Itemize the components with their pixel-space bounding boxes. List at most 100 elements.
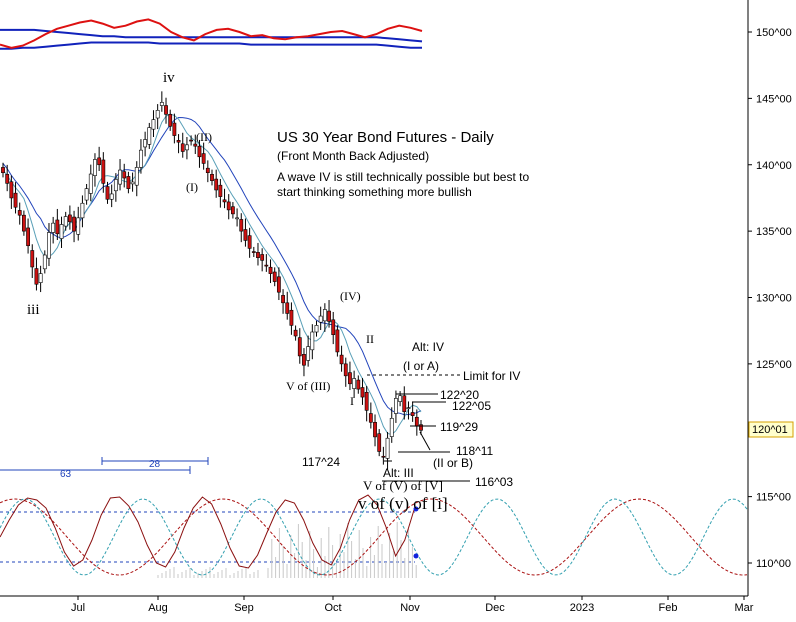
- candle: [327, 300, 331, 328]
- candle: [134, 161, 139, 197]
- candle: [63, 211, 68, 231]
- candle-body: [193, 143, 198, 147]
- candle: [368, 402, 373, 429]
- candle: [260, 248, 265, 272]
- candle: [226, 194, 231, 220]
- candle: [80, 195, 85, 228]
- candle: [21, 210, 26, 236]
- candle-body: [134, 167, 139, 186]
- candle-body: [63, 216, 68, 227]
- candle-body: [88, 173, 93, 194]
- chart-title: US 30 Year Bond Futures - Daily: [277, 129, 494, 146]
- note-line-1: A wave IV is still technically possible …: [277, 170, 529, 184]
- level-118-11-label: 118^11: [456, 444, 494, 458]
- candle: [410, 401, 415, 422]
- candle: [30, 244, 35, 278]
- candle-body: [67, 214, 72, 223]
- wave-label-alt-iv: Alt: IV: [412, 340, 444, 354]
- candle-body: [410, 412, 415, 416]
- level-117-24-label: 117^24: [302, 455, 340, 469]
- x-tick-label: Feb: [659, 602, 678, 614]
- candle-body: [151, 119, 156, 130]
- candle-body: [364, 391, 369, 411]
- candle: [302, 348, 306, 377]
- candle-body: [55, 219, 60, 235]
- candle: [76, 206, 81, 241]
- candle-body: [394, 398, 398, 414]
- candle: [297, 328, 302, 364]
- candle: [281, 289, 285, 314]
- candle-body: [226, 201, 231, 211]
- candle: [26, 218, 30, 254]
- level-119-29-label: 119^29: [440, 420, 478, 434]
- candle-body: [281, 295, 285, 304]
- candle-body: [21, 214, 26, 232]
- candle: [381, 446, 386, 465]
- candle-body: [235, 217, 239, 220]
- candle-body: [218, 184, 223, 197]
- candle: [276, 267, 281, 301]
- candle: [97, 146, 102, 171]
- candle-body: [51, 222, 56, 233]
- y-tick-label: 145^00: [756, 93, 792, 105]
- y-axis-ticks: 150^00 145^00 140^00 135^00 130^00 125^00 120^…: [748, 27, 792, 570]
- candle-body: [164, 105, 168, 115]
- candle-body: [381, 455, 386, 458]
- candle: [88, 164, 93, 202]
- candle-body: [389, 418, 394, 437]
- candle-body: [214, 178, 219, 191]
- candle: [402, 386, 407, 420]
- candle-body: [310, 331, 315, 351]
- candle: [130, 172, 135, 192]
- candle-body: [385, 437, 390, 459]
- candle: [364, 386, 369, 422]
- candle: [147, 122, 152, 149]
- candle-body: [276, 276, 281, 293]
- wave-label-v-of-i: v of (v) of [i]: [358, 494, 448, 513]
- candle: [126, 171, 131, 194]
- candle: [293, 325, 298, 341]
- candle: [84, 183, 89, 205]
- candle-body: [339, 354, 344, 365]
- candle: [419, 420, 423, 435]
- candle: [72, 210, 76, 243]
- candle-body: [189, 139, 194, 142]
- candle: [13, 182, 18, 214]
- candle-body: [130, 181, 135, 185]
- candle: [360, 378, 365, 405]
- x-tick-label: Dec: [485, 602, 505, 614]
- candle: [105, 181, 110, 204]
- candle-body: [331, 319, 336, 335]
- candle: [155, 104, 160, 130]
- candle-body: [377, 433, 382, 452]
- cycle-wave-red: [0, 498, 748, 576]
- candle: [9, 175, 14, 209]
- candle-body: [197, 145, 202, 158]
- note-line-2: start thinking something more bullish: [277, 185, 472, 199]
- candle: [164, 97, 168, 124]
- candle: [352, 370, 357, 398]
- candle: [289, 302, 294, 335]
- candle: [322, 303, 327, 332]
- last-price-box: [748, 421, 794, 438]
- candle: [285, 291, 290, 320]
- wave-label-iii: iii: [27, 302, 40, 318]
- candle-body: [93, 159, 97, 176]
- candle: [168, 109, 173, 131]
- candle-body: [185, 144, 189, 151]
- candle: [205, 160, 210, 183]
- candle: [251, 246, 256, 258]
- candle-body: [352, 378, 357, 389]
- candle-body: [285, 302, 290, 314]
- candle-body: [84, 188, 89, 201]
- candle: [122, 163, 127, 188]
- oscillator-line: [0, 18, 423, 49]
- candle: [151, 110, 156, 138]
- plot-area: [0, 0, 748, 596]
- y-tick-label: 110^00: [756, 558, 791, 570]
- candle-body: [5, 174, 10, 184]
- candle: [109, 184, 114, 208]
- candle: [193, 134, 198, 154]
- candle-body: [297, 337, 302, 357]
